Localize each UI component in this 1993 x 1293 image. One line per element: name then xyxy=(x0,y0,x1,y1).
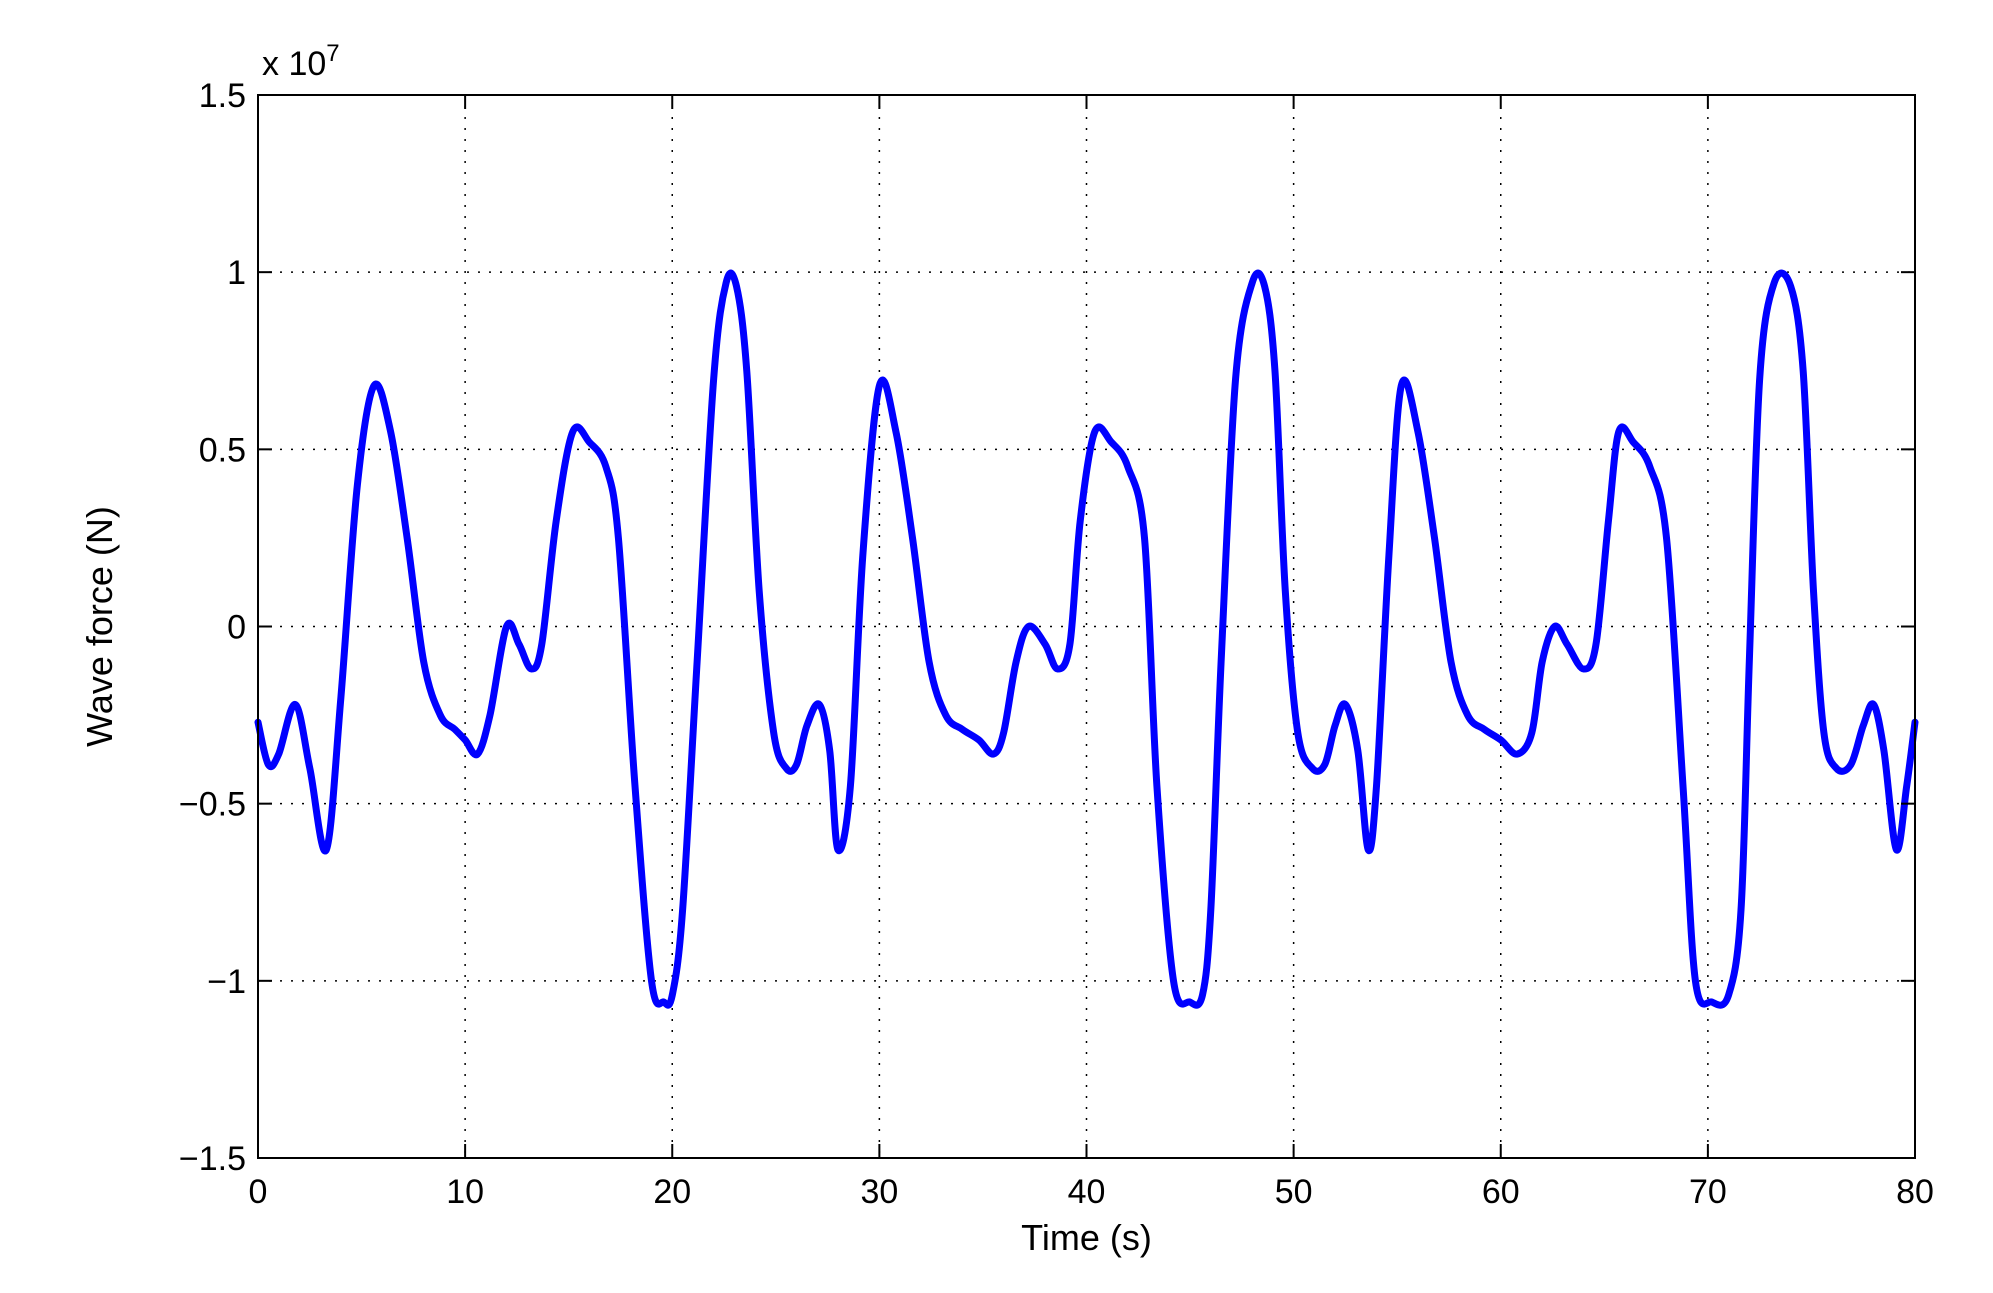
x-tick-label: 20 xyxy=(653,1173,691,1211)
y-scale-prefix: x 10 xyxy=(262,45,326,83)
axis-ticks xyxy=(257,94,1916,1159)
grid-lines xyxy=(258,95,1915,1158)
y-scale-exponent-label: x 107 xyxy=(262,40,340,83)
y-tick-label: 1.5 xyxy=(199,77,246,115)
x-tick-label: 30 xyxy=(860,1173,898,1211)
x-tick-label: 70 xyxy=(1689,1173,1727,1211)
series-layer xyxy=(254,269,1919,1009)
x-axis-label: Time (s) xyxy=(1021,1217,1152,1258)
x-tick-label: 80 xyxy=(1896,1173,1934,1211)
y-axis-label: Wave force (N) xyxy=(79,506,120,747)
y-tick-label: 0 xyxy=(227,609,246,647)
x-tick-labels: 0 10 20 30 40 50 60 70 80 xyxy=(249,1173,1934,1211)
x-tick-label: 10 xyxy=(446,1173,484,1211)
y-tick-label: 1 xyxy=(227,254,246,292)
x-tick-label: 60 xyxy=(1482,1173,1520,1211)
y-tick-label: −0.5 xyxy=(179,786,246,824)
x-tick-label: 0 xyxy=(249,1173,268,1211)
x-tick-label: 40 xyxy=(1068,1173,1106,1211)
y-scale-exponent: 7 xyxy=(326,40,339,67)
y-tick-label: −1 xyxy=(207,963,246,1001)
x-tick-label: 50 xyxy=(1275,1173,1313,1211)
y-tick-label: 0.5 xyxy=(199,431,246,469)
series-line xyxy=(254,269,1919,1009)
y-tick-labels: −1.5 −1 −0.5 0 0.5 1 1.5 xyxy=(179,77,246,1178)
y-tick-label: −1.5 xyxy=(179,1140,246,1178)
